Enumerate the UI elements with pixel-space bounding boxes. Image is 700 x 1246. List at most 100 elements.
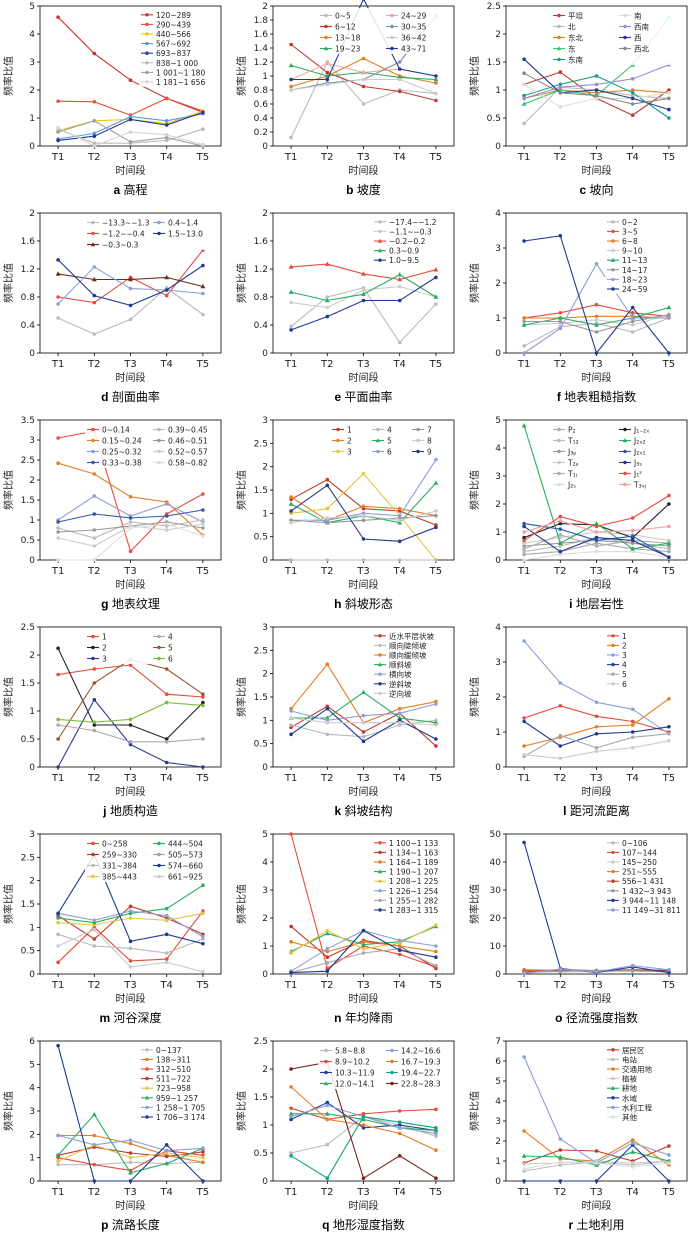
data-point [630,719,635,724]
legend-label: 1 [622,632,627,641]
data-point [397,941,402,945]
legend-label: J₃ₚ [567,448,576,457]
data-point [92,558,97,562]
data-point [325,558,330,562]
legend-swatch-marker [610,1085,616,1090]
legend-swatch-marker [157,634,161,639]
data-point [522,316,526,320]
x-tick-label: T4 [392,566,405,577]
data-point [128,965,133,969]
y-tick-label: 1.6 [254,30,269,40]
y-tick-label: 3 [495,244,501,254]
data-point [361,713,366,718]
data-point [164,293,169,298]
legend: 0~258 259~330 331~384 385~443 444~504 505~573… [85,836,219,882]
legend-swatch-marker [390,1048,394,1053]
panel-letter: d [101,390,112,404]
legend-label: 0.52~0.57 [168,448,208,457]
data-point [91,1111,97,1117]
data-point [667,351,671,355]
data-point [289,520,293,525]
y-tick-label: 2 [29,86,35,96]
data-point [164,528,169,532]
data-point [522,96,526,101]
legend-label: 574~660 [168,862,203,871]
data-point [325,1176,330,1180]
x-tick-label: T4 [392,773,405,784]
data-point [558,519,563,523]
data-point [128,1179,133,1183]
legend-swatch-marker [145,1067,149,1071]
data-point [201,534,205,538]
x-axis-label: 时间段 [582,578,612,591]
y-axis-label: 频率比值 [235,263,248,303]
data-point [128,117,133,122]
panel-letter: m [99,1011,113,1025]
y-tick-label: 1.5 [254,1093,268,1103]
x-axis-label: 时间段 [349,785,379,798]
data-point [594,351,599,355]
legend-label: −0.3~0.3 [102,241,139,250]
y-tick-label: 0.6 [254,100,269,110]
legend-swatch-marker [557,460,561,465]
legend-swatch-marker [611,1057,615,1062]
legend-label: 440~566 [156,30,191,39]
panel-title: 地质构造 [110,803,158,818]
x-tick-label: T2 [87,566,100,577]
data-point [288,62,294,68]
data-point [397,1123,402,1127]
data-point [434,513,438,518]
legend-swatch-marker [611,229,615,234]
x-tick-label: T1 [284,566,297,577]
y-tick-label: 0 [29,556,35,566]
legend-swatch-marker [557,438,561,443]
legend-label: J₂ₓ₂ [633,437,646,446]
legend-label: 西南 [634,22,649,32]
panel-letter: h [334,597,345,611]
y-tick-label: 2.5 [254,1037,268,1047]
data-point [128,1160,133,1165]
series-line-5 [290,276,437,331]
y-axis-label: 频率比值 [2,263,15,303]
legend-swatch-marker [611,898,615,903]
y-tick-label: 1 [29,1154,35,1164]
legend-swatch-marker [378,898,382,903]
legend-background [318,1043,452,1089]
data-point [397,74,403,80]
data-point [289,509,293,513]
legend-swatch-marker [378,653,382,657]
data-point [164,522,169,526]
data-point [201,1150,205,1154]
y-tick-label: 1.5 [487,58,501,68]
y-tick-label: 0 [495,142,501,152]
data-point [630,113,635,117]
data-point [434,98,438,103]
data-point [288,289,294,294]
panel-title: 高程 [124,182,148,197]
data-point [201,737,205,741]
panel-i: 0 1 2 3 4 5 T1 T2 T3 T4 T5 时间段 频率比值 P₂ T₁₂ J₃ₚ T₂ₐ T₁ⱼ J₂ₛ… [468,416,688,611]
data-point [56,99,60,103]
data-point [56,646,60,651]
legend-label: 逆向坡 [389,688,412,698]
legend: 5.8~8.8 8.9~10.2 10.3~11.9 12.0~14.1 14.2~16… [318,1043,452,1089]
data-point [630,534,635,538]
panel-caption: p 流路长度 [101,1217,160,1232]
data-point [92,131,97,136]
data-point [667,970,671,975]
legend-label: 0.33~0.38 [102,459,142,468]
legend-label: 959~1 257 [156,1094,198,1103]
data-point [397,60,402,64]
data-point [164,960,169,965]
y-tick-label: 3 [262,416,268,426]
legend-label: 0~2 [622,218,638,227]
x-tick-label: T4 [159,566,172,577]
y-tick-label: 3 [29,830,35,840]
data-point [164,918,169,923]
x-tick-label: T5 [429,566,442,577]
data-point [128,114,133,119]
data-point [522,1055,526,1059]
